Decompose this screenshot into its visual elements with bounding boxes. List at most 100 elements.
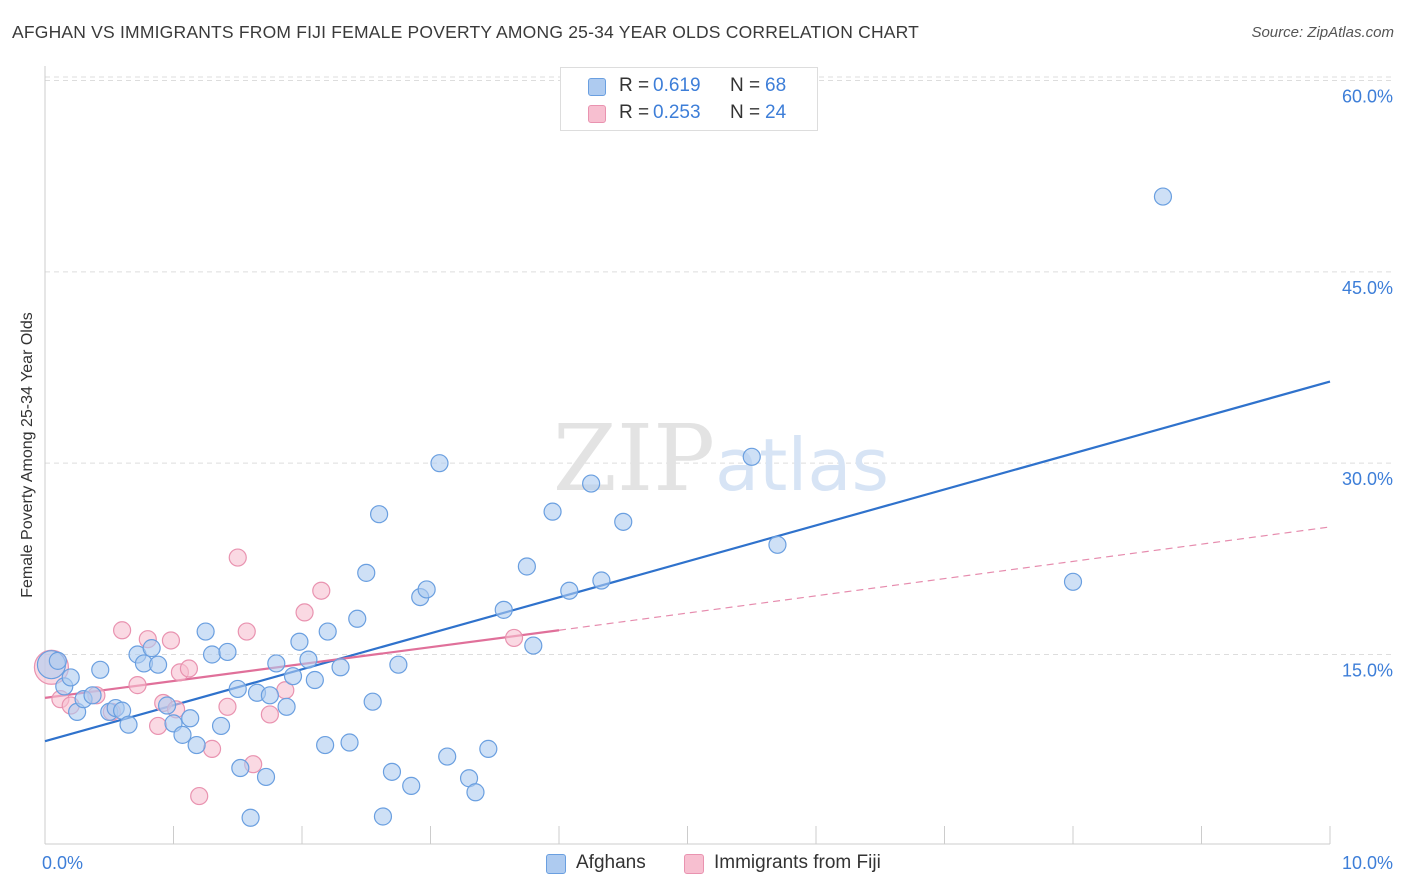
afghans-point [517,557,536,576]
afghans-point [331,658,350,677]
afghans-point [181,709,200,728]
afghans-point [318,622,337,641]
axes [44,66,1331,845]
fiji-point [148,716,168,736]
afghans-trendline [44,380,1331,743]
afghans-point [768,535,787,554]
legend-row-afghans: R = 0.619 N = 68 [561,74,817,100]
afghans-point [231,758,250,778]
fiji-point [112,621,132,640]
afghans-point [241,808,260,827]
y-tick-label: 30.0% [1342,469,1393,489]
afghans-point [560,581,579,600]
afghans-point [305,670,324,690]
afghans-point [228,679,247,699]
chart-title: AFGHAN VS IMMIGRANTS FROM FIJI FEMALE PO… [12,22,920,42]
fiji-point [504,628,524,648]
afghans-point [83,686,102,705]
y-tick-label: 60.0% [1342,87,1393,107]
afghans-point [211,716,231,736]
afghans-point [119,715,138,734]
n-value: 24 [765,102,787,123]
watermark-zip: ZIP [553,405,715,512]
fiji-point [218,697,237,716]
afghans-point [157,696,177,715]
afghans-point [430,454,449,473]
fiji-point [295,603,314,622]
legend-row-fiji: R = 0.253 N = 24 [561,101,817,127]
legend-label-fiji: Immigrants from Fiji [714,852,881,873]
afghans-point [370,505,389,524]
r-value: 0.619 [653,75,701,96]
afghans-point [417,580,436,599]
afghans-point [196,622,215,641]
afghans-point [373,807,393,826]
afghans-point [1063,572,1083,591]
afghans-point [61,668,80,687]
fiji-point [179,659,199,678]
afghans-point [614,512,633,531]
afghans-point [48,651,67,670]
n-label: N = [730,102,761,123]
correlation-legend: R = 0.619 N = 68 R = 0.253 N = 24 [560,67,818,131]
afghans-point [299,650,318,669]
afghans-point [260,686,279,705]
afghans-point [218,642,237,662]
afghans-point [479,739,498,758]
afghans-point [363,692,382,711]
x-tick-label: 0.0% [42,853,83,873]
afghans-point [267,654,286,673]
r-value: 0.253 [653,102,701,123]
afghans-swatch [546,854,566,874]
afghans-point [466,783,485,802]
watermark-atlas: atlas [715,423,889,507]
afghans-point [148,655,168,674]
y-tick-label: 15.0% [1342,661,1393,681]
data-points [33,187,1173,827]
grid-lines [45,76,1395,655]
afghans-point [402,776,421,795]
fiji-point [260,705,279,724]
afghans-swatch [588,78,606,96]
watermark: ZIP atlas [553,405,889,512]
afghans-point [283,667,303,686]
fiji-point [312,581,331,600]
fiji-trendline-dashed [558,526,1331,631]
afghans-point [582,474,601,493]
afghans-point [202,645,222,664]
tick-labels: 15.0% 30.0% 45.0% 60.0% 0.0% 10.0% [42,87,1393,874]
r-label: R = [619,75,650,96]
n-value: 68 [765,75,787,96]
afghans-point [438,747,457,766]
afghans-point [382,762,402,781]
afghans-point [1153,187,1173,206]
afghans-point [256,767,276,787]
fiji-swatch [588,105,606,123]
afghans-point [290,632,309,651]
legend-label-afghans: Afghans [576,852,646,873]
fiji-swatch [684,854,704,874]
source-credit: Source: ZipAtlas.com [1251,24,1394,41]
afghans-point [494,600,513,619]
afghans-point [592,571,611,590]
fiji-point [161,631,181,650]
afghans-point [91,660,110,679]
y-tick-label: 45.0% [1342,278,1393,298]
fiji-point [128,676,147,695]
afghans-point [277,697,296,716]
afghans-point [357,563,376,582]
fiji-point [228,548,247,567]
n-label: N = [730,75,761,96]
fiji-point [202,739,222,758]
afghans-point [142,639,161,658]
afghans-point [316,735,335,755]
afghans-point [524,636,543,655]
x-tick-label: 10.0% [1342,853,1393,873]
afghans-point [543,502,562,521]
fiji-point [237,622,256,641]
afghans-point [742,447,761,466]
afghans-point [389,655,408,674]
afghans-point [340,733,359,752]
series-legend: Afghans Immigrants from Fiji [0,852,1406,878]
